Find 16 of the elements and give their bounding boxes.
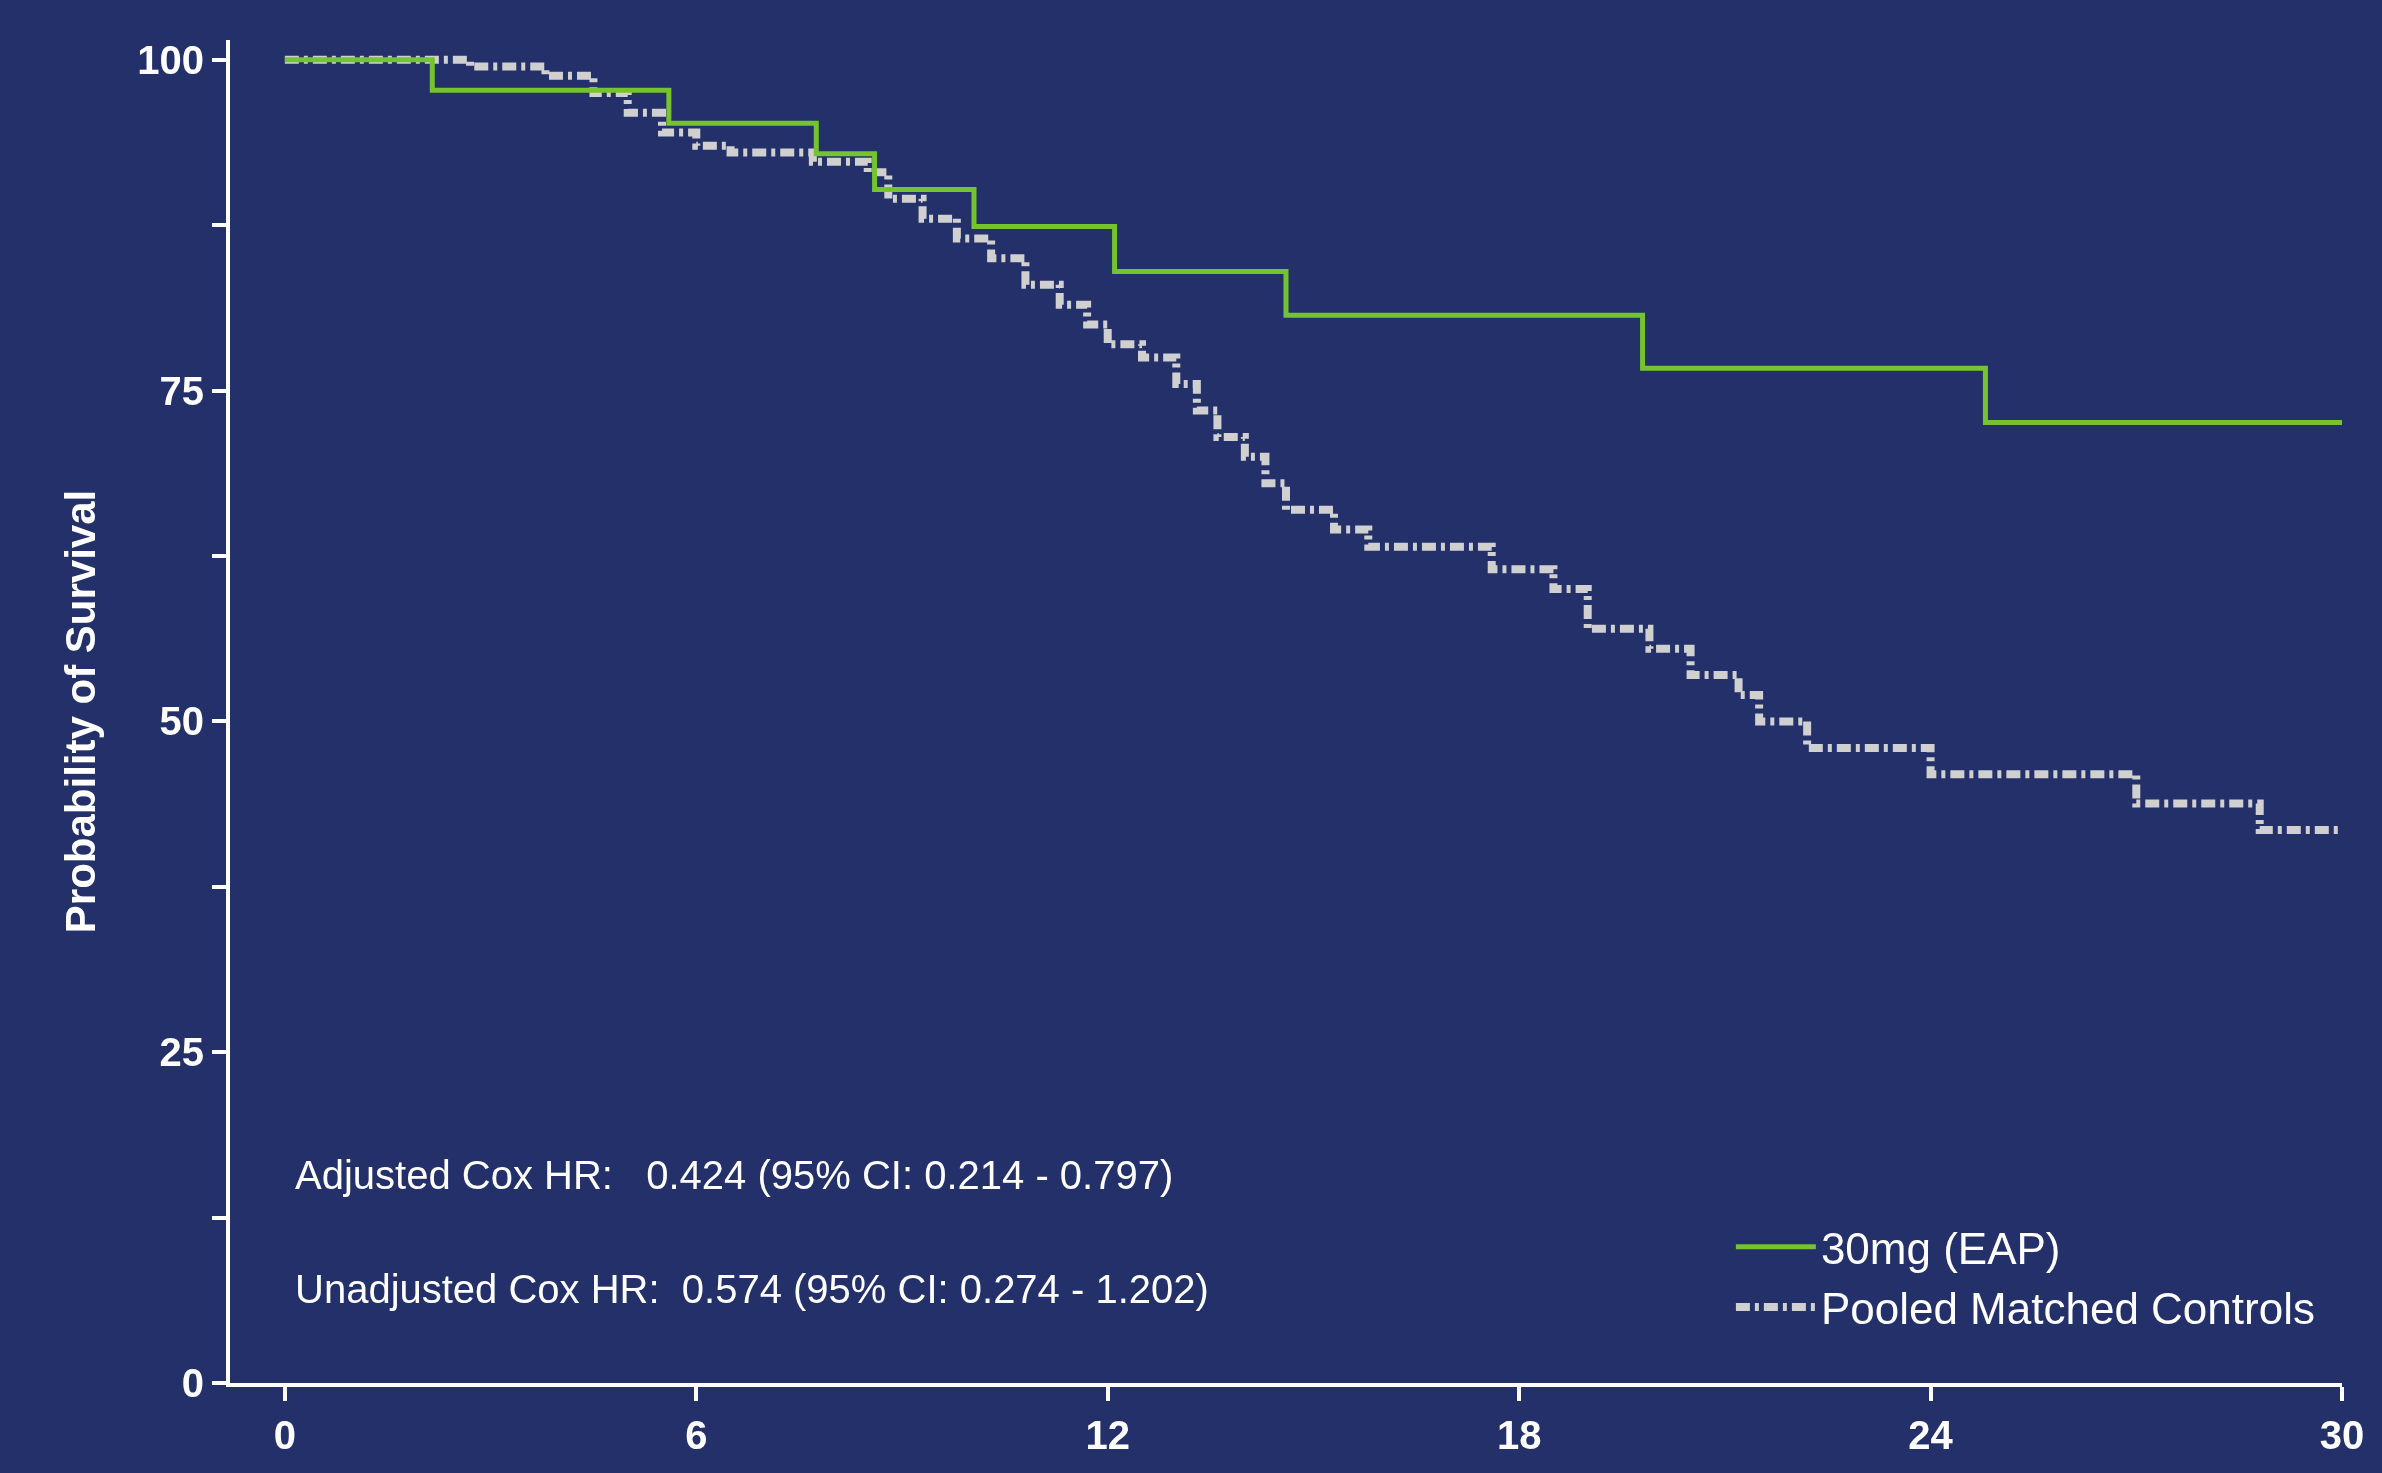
x-tick-label: 24 [1908, 1413, 1954, 1457]
x-tick-label: 0 [273, 1413, 296, 1457]
annotation: Unadjusted Cox HR: 0.574 (95% CI: 0.274 - 1.202) [295, 1267, 1209, 1311]
y-tick-label: 25 [159, 1030, 204, 1075]
x-tick-label: 12 [1085, 1413, 1130, 1457]
legend-label: Pooled Matched Controls [1820, 1284, 2315, 1334]
annotation: Adjusted Cox HR: 0.424 (95% CI: 0.214 - 0.797) [295, 1153, 1174, 1197]
legend-label: 30mg (EAP) [1820, 1223, 2061, 1273]
x-tick-label: 6 [685, 1413, 708, 1457]
y-tick-label: 75 [159, 368, 204, 413]
y-tick-label: 50 [159, 699, 204, 744]
y-tick-label: 100 [137, 37, 204, 82]
x-tick-label: 18 [1496, 1413, 1542, 1457]
y-axis-title: Probability of Survival [56, 489, 104, 934]
x-tick-label: 30 [2319, 1413, 2365, 1457]
y-tick-label: 0 [181, 1361, 204, 1405]
